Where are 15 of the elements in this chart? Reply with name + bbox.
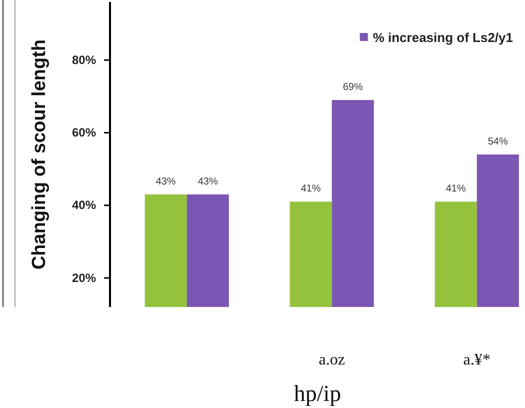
data-label: 54% [488, 136, 508, 148]
data-label: 43% [156, 176, 176, 188]
x-axis-title: hp/ip [294, 381, 342, 406]
x-tick-label: a.¥* [463, 351, 490, 368]
data-label: 41% [446, 184, 466, 195]
y-tick-label: 80% [72, 52, 96, 67]
y-tick-label: 60% [72, 126, 96, 140]
x-tick-label: a.oz [318, 351, 345, 368]
data-label: 43% [198, 176, 218, 188]
y-tick-label: 40% [72, 198, 96, 212]
data-label: 41% [300, 184, 321, 195]
y-axis-title: Changing of scour length [29, 39, 50, 270]
legend-label: % increasing of Ls2/y1 [372, 30, 513, 45]
data-label: 69% [342, 82, 363, 94]
y-tick-label: 20% [72, 270, 96, 285]
